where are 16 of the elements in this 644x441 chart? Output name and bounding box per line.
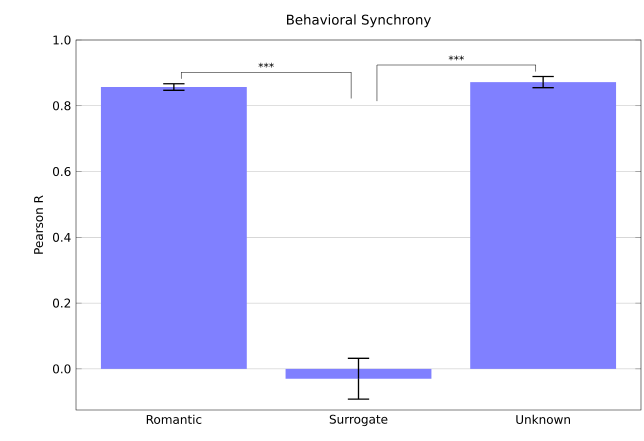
x-tick-label: Unknown (516, 414, 570, 424)
y-tick-label: 0.6 (53, 167, 71, 176)
bar (100, 87, 247, 369)
annotation: *** (448, 55, 464, 60)
y-tick-label: 0.8 (53, 101, 70, 110)
annotation: *** (258, 62, 274, 68)
bar (286, 368, 432, 379)
y-tick-label: 0.0 (53, 364, 70, 374)
bar (470, 82, 616, 369)
y-tick-label: 1.0 (54, 35, 70, 45)
y-tick-label: 0.4 (53, 232, 71, 242)
x-tick-label: Surrogate (330, 414, 388, 426)
y-axis-title: Pearson R (34, 195, 44, 254)
chart-title: Behavioral Synchrony (287, 14, 431, 28)
y-tick-label: 0.2 (53, 298, 70, 308)
x-tick-label: Romantic (146, 414, 202, 424)
